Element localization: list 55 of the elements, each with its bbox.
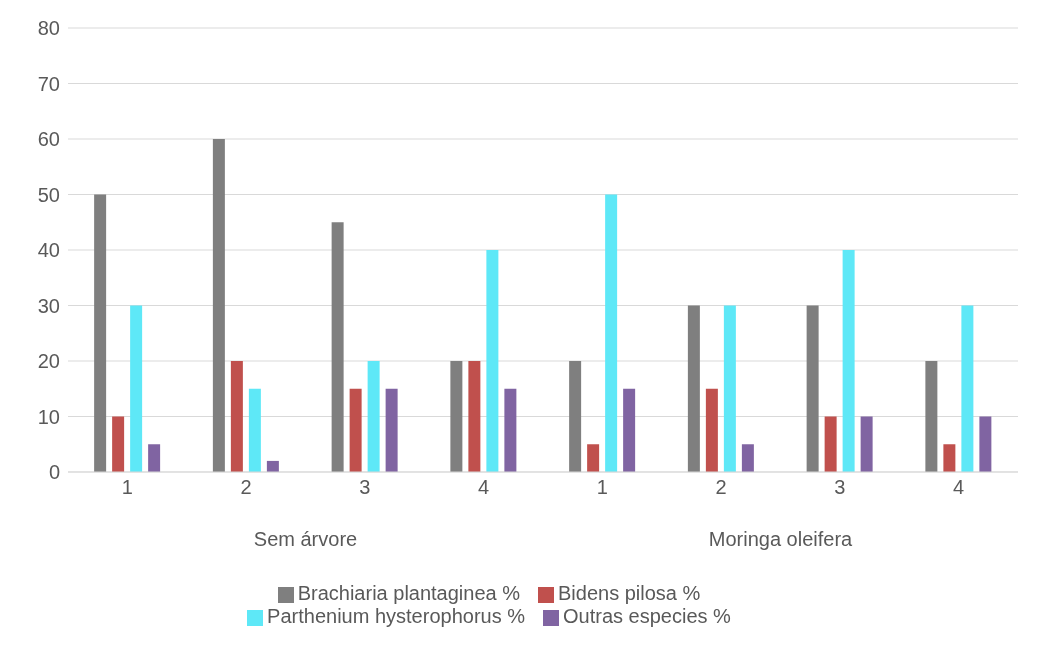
- bar: [979, 416, 992, 472]
- bar: [943, 444, 956, 472]
- y-tick-label: 0: [48, 461, 60, 484]
- bar: [824, 416, 837, 472]
- legend-label: Bidens pilosa %: [558, 582, 701, 604]
- bar: [587, 444, 600, 472]
- bar: [450, 361, 463, 472]
- bar: [623, 388, 636, 472]
- bar: [687, 305, 700, 472]
- bar: [806, 305, 819, 472]
- bar: [112, 416, 125, 472]
- x-tick-label: 4: [478, 476, 490, 499]
- x-tick-label: 3: [834, 476, 846, 499]
- bar: [367, 361, 380, 472]
- bar: [468, 361, 481, 472]
- x-tick-label: 2: [715, 476, 727, 499]
- y-tick-label: 30: [37, 294, 60, 317]
- bar: [723, 305, 736, 472]
- legend-label: Parthenium hysterophorus %: [267, 605, 526, 627]
- bar: [385, 388, 398, 472]
- bar: [349, 388, 362, 472]
- x-tick-label: 1: [121, 476, 133, 499]
- bar: [860, 416, 873, 472]
- y-tick-label: 10: [37, 405, 60, 428]
- bar: [94, 194, 107, 472]
- y-tick-label: 50: [37, 183, 60, 206]
- y-tick-label: 40: [37, 239, 60, 262]
- x-tick-label: 1: [596, 476, 608, 499]
- legend-label: Outras especies %: [563, 605, 731, 627]
- bar: [925, 361, 938, 472]
- bar: [842, 250, 855, 472]
- x-tick-label: 4: [953, 476, 965, 499]
- bar: [504, 388, 517, 472]
- x-tick-label: 2: [240, 476, 252, 499]
- y-tick-label: 60: [37, 128, 60, 151]
- bar: [741, 444, 754, 472]
- bar: [486, 250, 499, 472]
- y-tick-label: 80: [37, 17, 60, 40]
- legend-label: Brachiaria plantaginea %: [297, 582, 521, 604]
- y-tick-label: 70: [37, 72, 60, 95]
- bar: [331, 222, 344, 472]
- bar: [961, 305, 974, 472]
- bar: [705, 388, 718, 472]
- bar: [130, 305, 143, 472]
- text: Sem árvore: [252, 528, 359, 551]
- y-tick-label: 20: [37, 350, 60, 373]
- x-tick-label: 3: [359, 476, 371, 499]
- bar: [569, 361, 582, 472]
- bar: [248, 388, 261, 472]
- text: Moringa oleifera: [707, 528, 854, 551]
- bar: [230, 361, 243, 472]
- bar: [148, 444, 161, 472]
- bar: [212, 139, 225, 472]
- bar: [605, 194, 618, 472]
- bar: [266, 460, 279, 472]
